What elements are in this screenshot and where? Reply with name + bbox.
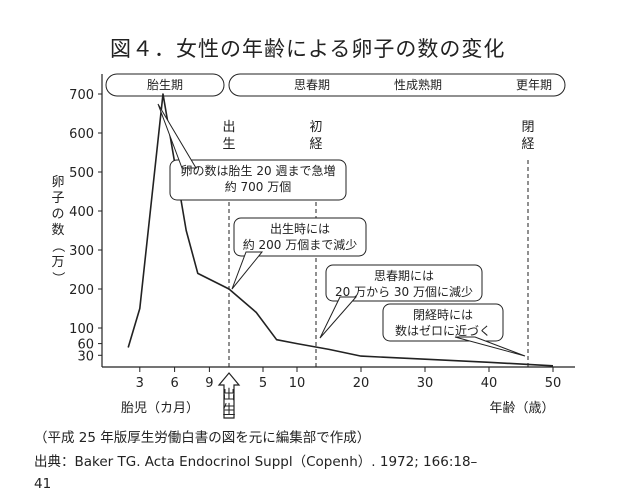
y-tick-label: 300 [69,244,94,259]
annotation-text: 数はゼロに近づく [395,323,491,338]
annotation-pointer [231,251,264,290]
phase-box-fetal [105,73,225,97]
annotation-text: 出生時には [270,222,330,236]
event-marker-label: 生 [222,137,235,152]
x-tick-label: 10 [289,376,306,391]
y-axis-label-char: ） [50,271,65,284]
annotation-text: 思春期には [374,269,434,283]
annotation-text: 約 700 万個 [225,179,292,194]
annotation-box [169,159,347,201]
birth-arrow-label: 出 [222,388,235,403]
x-tick-label: 6 [170,376,178,391]
event-marker-label: 経 [309,137,322,152]
y-tick-label: 100 [69,322,94,337]
annotation-pointer [319,296,358,339]
series [127,93,554,367]
x-tick-label: 40 [481,376,498,391]
phase-box-postnatal [228,73,566,97]
event-marker-label: 閉 [521,120,534,135]
phase-label: 性成熟期 [394,77,442,92]
y-axis-label-char: 卵 [51,175,64,190]
birth-arrow-label: 生 [222,403,235,418]
y-axis-label-char: 数 [51,223,64,238]
annotation-box [233,217,367,257]
y-axis-label-char: の [51,207,64,222]
event-marker-label: 出 [222,120,235,135]
x-tick-label: 50 [545,376,562,391]
citation-line-1: 出典：Baker TG. Acta Endocrinol Suppl（Copen… [34,454,478,470]
y-axis-label-char: 万 [51,255,64,270]
y-tick-label: 400 [69,205,94,220]
x-tick-label: 5 [259,376,267,391]
annotation-text: 閉経時には [413,308,473,322]
y-axis-label-char: 子 [51,191,64,206]
chart-title: 図４．女性の年齢による卵子の数の変化 [110,37,505,61]
phase-bar: 胎生期 思春期 性成熟期 更年期 [105,73,566,97]
event-marker-label: 経 [521,137,534,152]
y-tick-label: 200 [69,283,94,298]
y-axis-label-char: （ [50,239,65,252]
y-tick-label: 30 [77,349,94,364]
y-axis-label: 卵子の数（ 万） [50,175,65,285]
annotation-text: 約 200 万個まで減少 [243,237,358,252]
citation-line-2: 41 [34,476,52,492]
x-tick-label: 9 [205,376,213,391]
annotation-pointer [454,336,526,357]
y-tick-label: 60 [77,338,94,353]
y-tick-label: 500 [69,166,94,181]
annotation-text: 20 万から 30 万個に減少 [335,284,473,299]
birth-arrow: 出生 [217,372,241,419]
phase-label: 胎生期 [147,78,183,92]
y-tick-label: 600 [69,127,94,142]
series-line [127,93,554,367]
event-marker-label: 初 [309,120,322,135]
phase-label: 思春期 [294,78,330,92]
phase-label: 更年期 [516,78,552,92]
x-axis-label-age: 年齢（歳） [489,401,554,416]
x-tick-label: 30 [417,376,434,391]
x-axis-label-fetal: 胎児（カ月） [121,401,199,416]
x-tick-label: 3 [136,376,144,391]
annotation-text: 卵の数は胎生 20 週まで急増 [181,163,336,178]
annotation-box [325,264,483,302]
source-note: （平成 25 年版厚生労働白書の図を元に編集部で作成） [34,430,371,446]
birth-arrow-shape [217,372,241,419]
annotation-box [382,303,504,342]
x-tick-label: 20 [353,376,370,391]
annotation-pointer [157,103,197,169]
y-tick-label: 700 [69,88,94,103]
